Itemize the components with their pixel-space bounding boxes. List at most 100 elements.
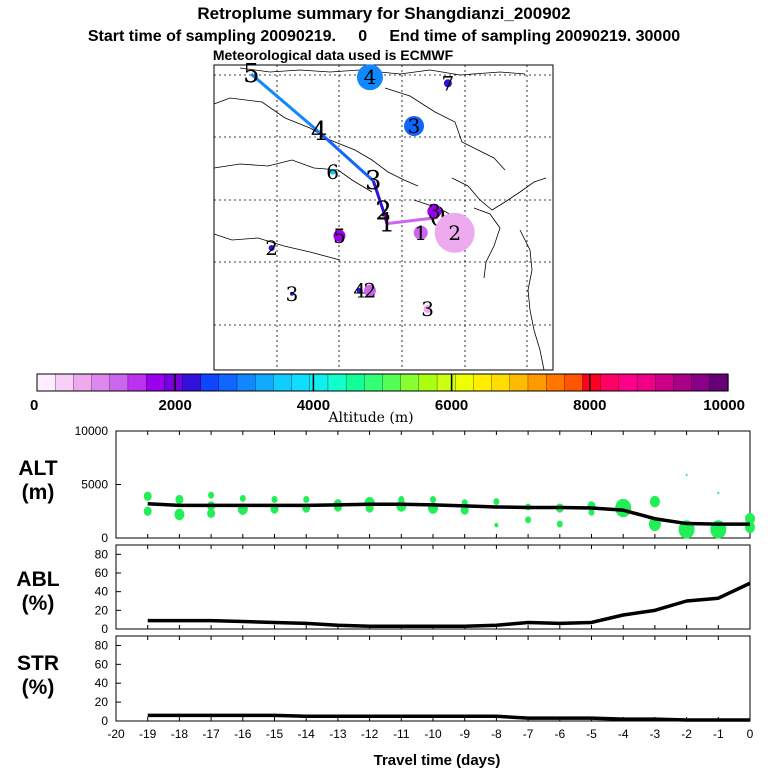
colorbar-tick-label: 8000 — [573, 397, 606, 414]
x-tick-label: -1 — [713, 727, 724, 741]
y-tick-label: 0 — [101, 714, 108, 728]
colorbar-swatch — [436, 373, 456, 392]
colorbar-swatch — [418, 373, 438, 392]
altitude-cluster-point — [685, 473, 688, 477]
colorbar-swatch — [527, 373, 547, 392]
altitude-cluster-point — [494, 522, 499, 528]
trajectory-layer: 543210 — [243, 59, 446, 238]
x-tick-label: -3 — [650, 727, 661, 741]
map-grid — [214, 65, 553, 370]
colorbar-swatch — [255, 373, 275, 392]
colorbar-swatch — [109, 373, 129, 392]
cluster-label: 4 — [364, 65, 377, 89]
colorbar-swatch — [200, 373, 220, 392]
cluster-marker — [289, 291, 294, 296]
altitude-cluster-point — [615, 498, 632, 518]
cluster-label: 3 — [421, 297, 434, 321]
x-tick-label: -19 — [139, 727, 157, 741]
x-tick-label: -10 — [424, 727, 442, 741]
cluster-marker — [434, 212, 475, 253]
trajectory-segment — [382, 210, 389, 225]
panel-axis-label: (%) — [22, 592, 55, 615]
altitude-cluster-point — [143, 506, 152, 516]
colorbar-swatch — [218, 373, 238, 392]
colorbar-ticks: 0 2000 4000 6000 8000 10000 — [30, 374, 745, 414]
colorbar-swatch — [473, 373, 493, 392]
colorbar-tick-label: 6000 — [435, 397, 468, 414]
x-tick-label: -15 — [266, 727, 284, 741]
colorbar-swatch — [564, 373, 584, 392]
x-tick-label: -12 — [361, 727, 379, 741]
x-tick-label: -2 — [681, 727, 692, 741]
y-tick-label: 20 — [95, 603, 109, 617]
x-tick-label: -5 — [586, 727, 597, 741]
colorbar-swatch — [55, 373, 75, 392]
abl-panel: 0 20 40 60 80 ABL(%) — [16, 544, 751, 636]
altitude-cluster-point — [460, 505, 469, 515]
altitude-cluster-point — [588, 508, 595, 516]
colorbar-swatches — [36, 373, 729, 392]
altitude-cluster-point — [430, 496, 436, 503]
y-tick-label: 60 — [95, 657, 109, 671]
x-tick-label: -6 — [554, 727, 565, 741]
trajectory-day-label: 4 — [311, 117, 328, 147]
altitude-cluster-point — [649, 495, 660, 508]
colorbar-tick-label: 0 — [30, 397, 38, 414]
series-line — [147, 713, 750, 722]
cluster-marker — [443, 79, 452, 88]
cluster-label: 4 — [353, 279, 366, 303]
cluster-label: 2 — [448, 221, 461, 245]
panel-axis-label: STR — [17, 652, 59, 675]
trajectory-segment — [318, 130, 375, 183]
y-tick-label: 40 — [95, 676, 109, 690]
x-tick-label: -11 — [393, 727, 410, 741]
x-tick-label: -7 — [523, 727, 534, 741]
trajectory-day-label: 3 — [365, 166, 382, 196]
trajectory-segment — [386, 216, 438, 226]
cluster-label: 3 — [428, 199, 441, 223]
panel-axis-label: ALT — [18, 457, 57, 480]
colorbar-tick-label: 2000 — [159, 397, 192, 414]
cluster-label: 2 — [364, 279, 377, 303]
cluster-marker — [404, 116, 425, 136]
colorbar-swatch — [182, 373, 202, 392]
colorbar-swatch — [582, 373, 602, 392]
y-tick-label: 10000 — [75, 424, 109, 438]
x-tick-label: 0 — [747, 727, 754, 741]
altitude-cluster-point — [174, 508, 185, 521]
y-tick-label: 5000 — [81, 478, 108, 492]
cluster-label: 3 — [408, 114, 421, 138]
x-tick-label: -13 — [329, 727, 347, 741]
altitude-cluster-point — [303, 496, 310, 503]
colorbar-title: Altitude (m) — [327, 410, 413, 426]
cluster-label: 2 — [265, 236, 278, 260]
colorbar-swatch — [382, 373, 402, 392]
colorbar-swatch — [73, 373, 93, 392]
trajectory-day-label: 5 — [243, 59, 260, 89]
colorbar-swatch — [273, 373, 293, 392]
altitude-cluster-point — [745, 512, 755, 525]
panel-frame — [115, 635, 751, 722]
altitude-cluster-point — [556, 520, 563, 528]
y-tick-label: 80 — [95, 547, 109, 561]
trajectory-day-label: 1 — [379, 209, 396, 239]
y-tick-label: 40 — [95, 585, 109, 599]
x-tick-label: -14 — [298, 727, 316, 741]
cluster-label: 3 — [286, 282, 299, 306]
cluster-marker — [356, 64, 383, 91]
colorbar-swatch — [145, 373, 165, 392]
colorbar-frame — [36, 373, 729, 392]
colorbar-tick-label: 10000 — [703, 397, 745, 414]
colorbar-swatch — [91, 373, 111, 392]
cluster-label: 7 — [442, 71, 455, 95]
altitude-cluster-point — [143, 491, 152, 501]
series-line — [147, 502, 750, 526]
panel-axis-label: (m) — [22, 481, 55, 504]
colorbar-swatch — [455, 373, 475, 392]
colorbar-swatch — [364, 373, 384, 392]
map-frame — [213, 64, 554, 371]
colorbar-swatch — [546, 373, 565, 392]
colorbar-swatch — [291, 373, 311, 392]
